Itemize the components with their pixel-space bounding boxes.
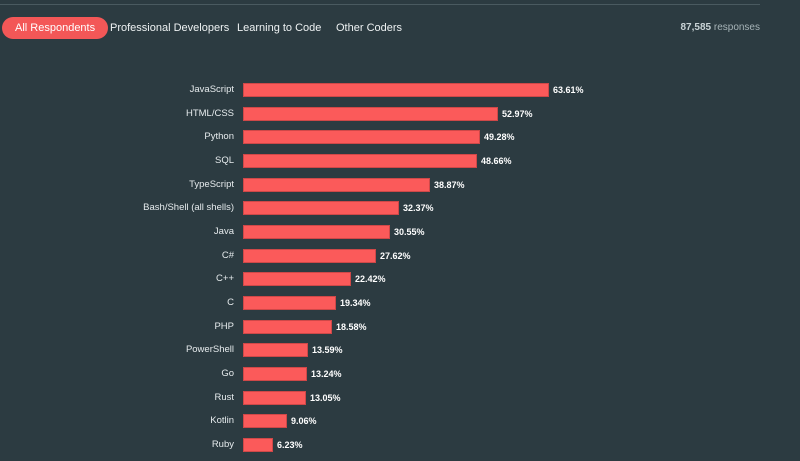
tab-professional-developers[interactable]: Professional Developers: [110, 22, 230, 34]
bar-label-7: C#: [221, 250, 234, 261]
tab-learning-to-code[interactable]: Learning to Code: [237, 22, 322, 34]
responses-number: 87,585: [680, 22, 712, 33]
bar-5[interactable]: [243, 201, 399, 215]
bar-label-1: HTML/CSS: [185, 108, 234, 119]
bar-10[interactable]: [243, 320, 332, 334]
bar-15[interactable]: [243, 438, 273, 452]
bar-0[interactable]: [243, 83, 549, 97]
bar-value-12: 13.24%: [311, 369, 342, 379]
bar-label-4: TypeScript: [189, 179, 234, 190]
bar-label-11: PowerShell: [185, 344, 234, 355]
bar-9[interactable]: [243, 296, 336, 310]
bar-label-6: Java: [213, 226, 234, 237]
bar-7[interactable]: [243, 249, 376, 263]
bar-11[interactable]: [243, 343, 308, 357]
bar-value-14: 9.06%: [291, 416, 317, 426]
bar-label-8: C++: [216, 273, 234, 284]
responses-label: responses: [713, 22, 760, 33]
bar-value-9: 19.34%: [340, 298, 371, 308]
bar-value-3: 48.66%: [481, 156, 512, 166]
bar-3[interactable]: [243, 154, 477, 168]
bar-13[interactable]: [243, 391, 306, 405]
bar-value-7: 27.62%: [380, 251, 411, 261]
bar-value-15: 6.23%: [277, 440, 303, 450]
bar-label-13: Rust: [214, 392, 234, 403]
bar-8[interactable]: [243, 272, 351, 286]
tab-other-coders[interactable]: Other Coders: [336, 22, 403, 34]
bar-value-13: 13.05%: [310, 393, 341, 403]
bar-14[interactable]: [243, 414, 287, 428]
bar-label-9: C: [227, 297, 234, 308]
bar-label-12: Go: [221, 368, 234, 379]
bar-2[interactable]: [243, 130, 480, 144]
bar-value-10: 18.58%: [336, 322, 367, 332]
bar-label-15: Ruby: [211, 439, 234, 450]
bar-value-11: 13.59%: [312, 345, 343, 355]
bar-label-14: Kotlin: [210, 415, 234, 426]
bar-value-1: 52.97%: [502, 109, 533, 119]
bar-label-3: SQL: [214, 155, 234, 166]
bar-label-10: PHP: [214, 321, 234, 332]
bar-value-0: 63.61%: [553, 85, 584, 95]
bar-6[interactable]: [243, 225, 390, 239]
bar-12[interactable]: [243, 367, 307, 381]
bar-value-6: 30.55%: [394, 227, 425, 237]
bar-value-2: 49.28%: [484, 132, 515, 142]
bar-label-0: JavaScript: [189, 84, 234, 95]
top-divider: [0, 4, 760, 5]
bar-value-5: 32.37%: [403, 203, 434, 213]
bar-label-5: Bash/Shell (all shells): [143, 202, 234, 213]
bar-4[interactable]: [243, 178, 430, 192]
tab-all-respondents[interactable]: All Respondents: [2, 17, 109, 39]
responses-count: 87,585 responses: [680, 17, 760, 39]
bar-value-4: 38.87%: [434, 180, 465, 190]
bar-1[interactable]: [243, 107, 498, 121]
bar-label-2: Python: [204, 131, 234, 142]
bar-value-8: 22.42%: [355, 274, 386, 284]
